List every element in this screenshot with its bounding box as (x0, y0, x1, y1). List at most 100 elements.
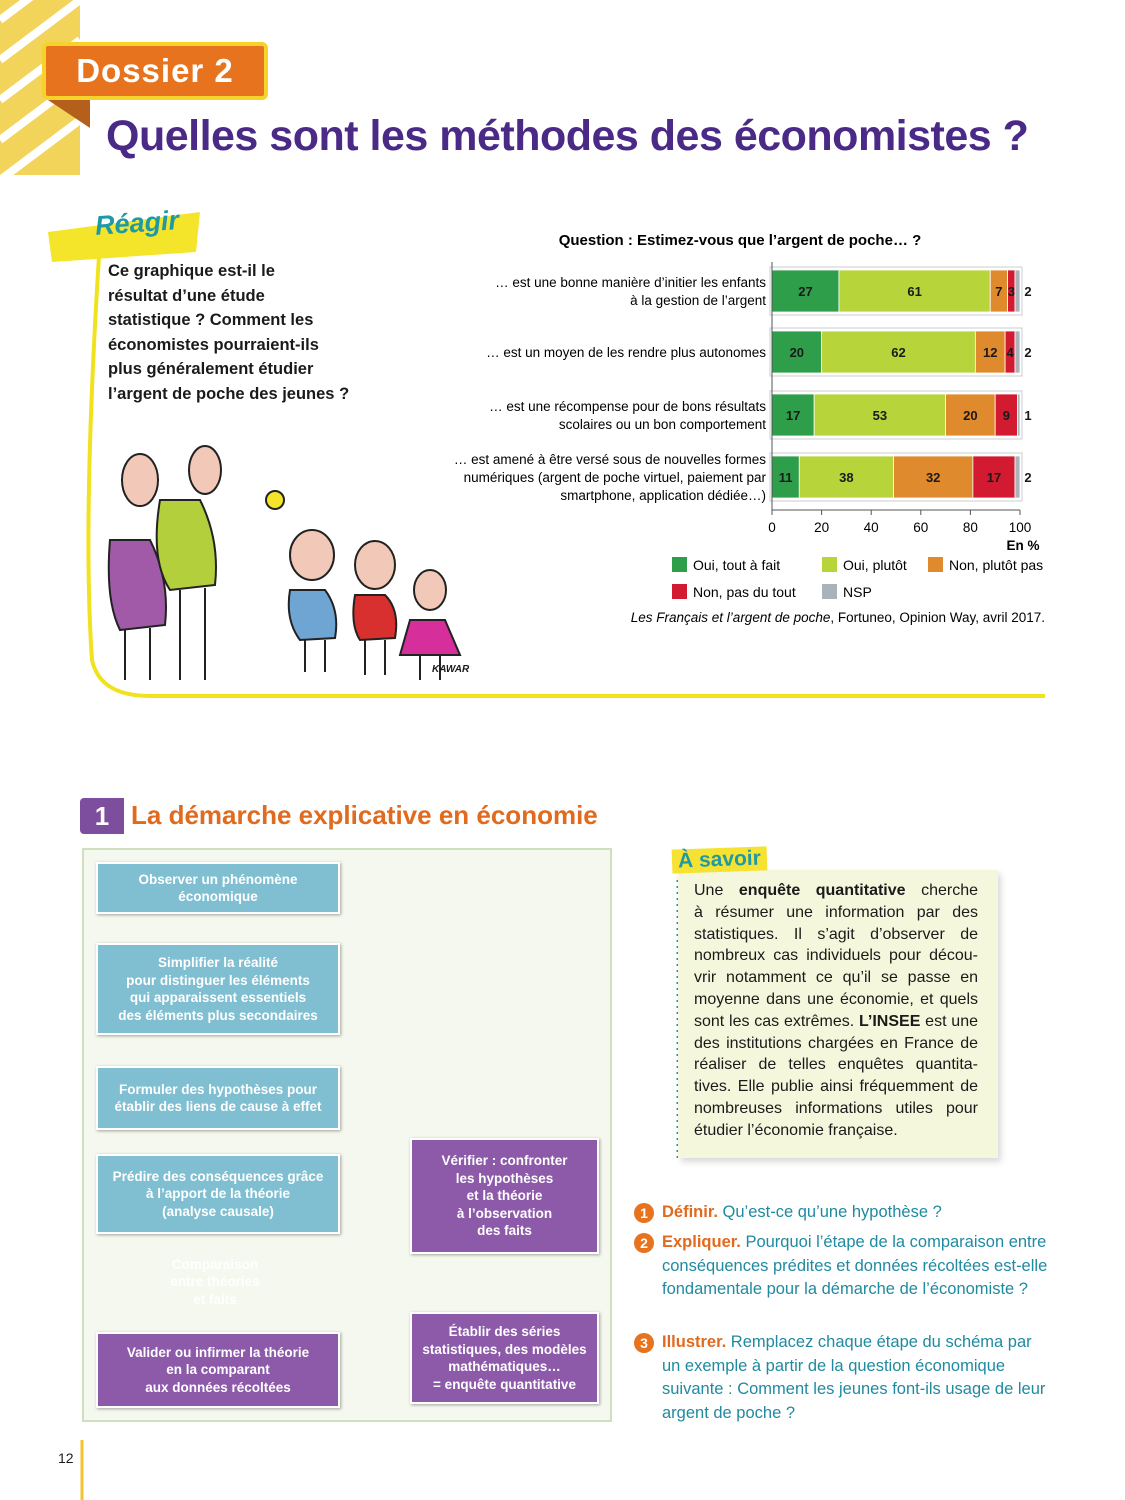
page-number: 12 (58, 1450, 74, 1466)
savoir-box (678, 870, 998, 1158)
value-label: 3 (1008, 284, 1015, 299)
node-text: des éléments plus secondaires (118, 1007, 318, 1023)
reagir-frame (86, 239, 1045, 698)
value-label: 62 (891, 345, 905, 360)
node-text: Vérifier : confronter (441, 1153, 568, 1169)
node-text: pour distinguer les éléments (126, 972, 310, 988)
node-text: aux données récoltées (145, 1379, 291, 1395)
reagir-label: Réagir (94, 205, 180, 241)
bar-segment (1014, 455, 1021, 499)
source-title: Les Français et l’argent de poche (631, 610, 831, 625)
x-tick-label: 20 (814, 520, 829, 535)
category-label: … est amené à être versé sous de nouvell… (454, 452, 766, 467)
node-text: Établir des séries (448, 1324, 561, 1339)
legend-swatch (672, 584, 687, 599)
node-text: mathématiques… (448, 1359, 561, 1374)
legend-label: Non, pas du tout (693, 584, 796, 600)
savoir-text: Une enquête quantitative cherche à résum… (694, 880, 978, 1142)
category-label: à la gestion de l’argent (630, 293, 766, 308)
node-text: les hypothèses (455, 1170, 554, 1186)
bar-segment (1014, 330, 1021, 374)
reagir-tag (48, 212, 200, 262)
node-text: en la comparant (166, 1362, 270, 1378)
section-title: La démarche explicative en économie (131, 800, 598, 830)
dossier-label: Dossier 2 (42, 42, 268, 100)
flow-node: Formuler des hypothèses pour établir des … (96, 1066, 340, 1130)
bar-segment (972, 455, 1016, 499)
text-line: réaliser de telles enquêtes quantita- (694, 1056, 978, 1074)
text-line: des institutions chargées en France de (694, 1034, 978, 1052)
text-line: Ce graphique est-il le (108, 262, 275, 280)
question: 2 Expliquer. Pourquoi l’étape de la compa… (634, 1231, 1049, 1302)
value-label: 4 (1006, 345, 1014, 360)
value-label: 20 (963, 408, 977, 423)
node-text: qui apparaissent essentiels (129, 990, 307, 1005)
category-label: … est un moyen de les rendre plus autono… (486, 345, 766, 360)
value-label: 17 (786, 408, 800, 423)
text-line: étudier l’économie française. (694, 1121, 898, 1139)
value-label: 32 (926, 470, 940, 485)
node-text: économique (178, 889, 258, 904)
question-text: Définir. Qu’est-ce qu’une hypothèse ? (662, 1201, 1049, 1225)
legend-label: NSP (843, 584, 872, 600)
text-line: statistiques. Il s’agit d’observer de (694, 925, 978, 943)
category-label: scolaires ou un bon comportement (559, 417, 766, 432)
bold-text: L’INSEE (859, 1012, 921, 1030)
value-label: 53 (873, 408, 887, 423)
text-line: moyenne dans une économie, et quels (694, 990, 978, 1008)
question-number: 2 (634, 1233, 654, 1253)
bar-segment (1014, 269, 1021, 313)
node-text: statistiques, des modèles (422, 1341, 587, 1357)
value-label: 27 (798, 284, 812, 299)
flow-node: Valider ou infirmer la théorie en la comp… (96, 1332, 340, 1408)
value-label: 17 (987, 470, 1001, 485)
text-line: l’argent de poche des jeunes ? (108, 384, 350, 403)
node-text: Formuler des hypothèses pour (118, 1081, 318, 1097)
node-text: entre théories (170, 1274, 260, 1290)
text-line: vrir notamment ce qu’il se passe en (694, 969, 978, 987)
bar-segment (821, 330, 976, 374)
question-label: Expliquer. (662, 1233, 741, 1251)
text-line: sont les cas extrêmes. L’INSEE est une (694, 1011, 978, 1033)
flow-node: Prédire des conséquences grâce à l’apport… (96, 1154, 340, 1234)
bar-frame (769, 452, 1023, 502)
node-text: Simplifier la réalité (157, 955, 279, 970)
flow-node: Établir des séries statistiques, des modè… (410, 1312, 599, 1404)
chart: Question : Estimez-vous que l’argent de … (454, 232, 1045, 625)
bar-segment (893, 455, 974, 499)
text: Une (694, 882, 739, 899)
bar-segment (1017, 393, 1021, 437)
value-label: 38 (839, 470, 853, 485)
text-line: nombreuses informations utiles pour (694, 1099, 978, 1117)
signature: KAWAR (432, 664, 470, 675)
section-number: 1 (80, 798, 124, 834)
text: Pourquoi l’étape de la comparaison entre… (662, 1233, 1048, 1298)
node-text: des faits (477, 1223, 532, 1239)
flow-node: Comparaison entre théories et faits (140, 1225, 290, 1339)
text-line: plus généralement étudier (108, 360, 314, 378)
bar-frame (769, 390, 1023, 440)
node-text: Valider ou infirmer la théorie (126, 1344, 310, 1360)
bar-segment (771, 455, 800, 499)
value-label: 12 (983, 345, 997, 360)
value-label: 61 (907, 284, 921, 299)
text-line: Une enquête quantitative cherche (694, 880, 978, 902)
value-label: 9 (1003, 408, 1010, 423)
illustration (107, 445, 462, 680)
x-tick-label: 80 (963, 520, 978, 535)
x-tick-label: 0 (768, 520, 776, 535)
x-tick-label: 60 (913, 520, 928, 535)
node-text: et la théorie (466, 1188, 543, 1204)
question-label: Définir. (662, 1203, 718, 1221)
node-text: à l’apport de la théorie (145, 1186, 291, 1202)
flow-node: Vérifier : confronter les hypothèses et la… (410, 1138, 599, 1254)
node-text: Comparaison (171, 1256, 259, 1272)
bar-frame (769, 327, 1023, 377)
x-tick-label: 40 (864, 520, 879, 535)
bar-segment (771, 330, 822, 374)
question: 3 Illustrer. Remplacez chaque étape du sc… (634, 1331, 1049, 1425)
flow-node: Observer un phénomène économique (96, 862, 340, 914)
source: Les Français et l’argent de poche, Fortu… (631, 610, 1045, 625)
reagir-question: Ce graphique est-il le résultat d’une ét… (108, 259, 349, 406)
